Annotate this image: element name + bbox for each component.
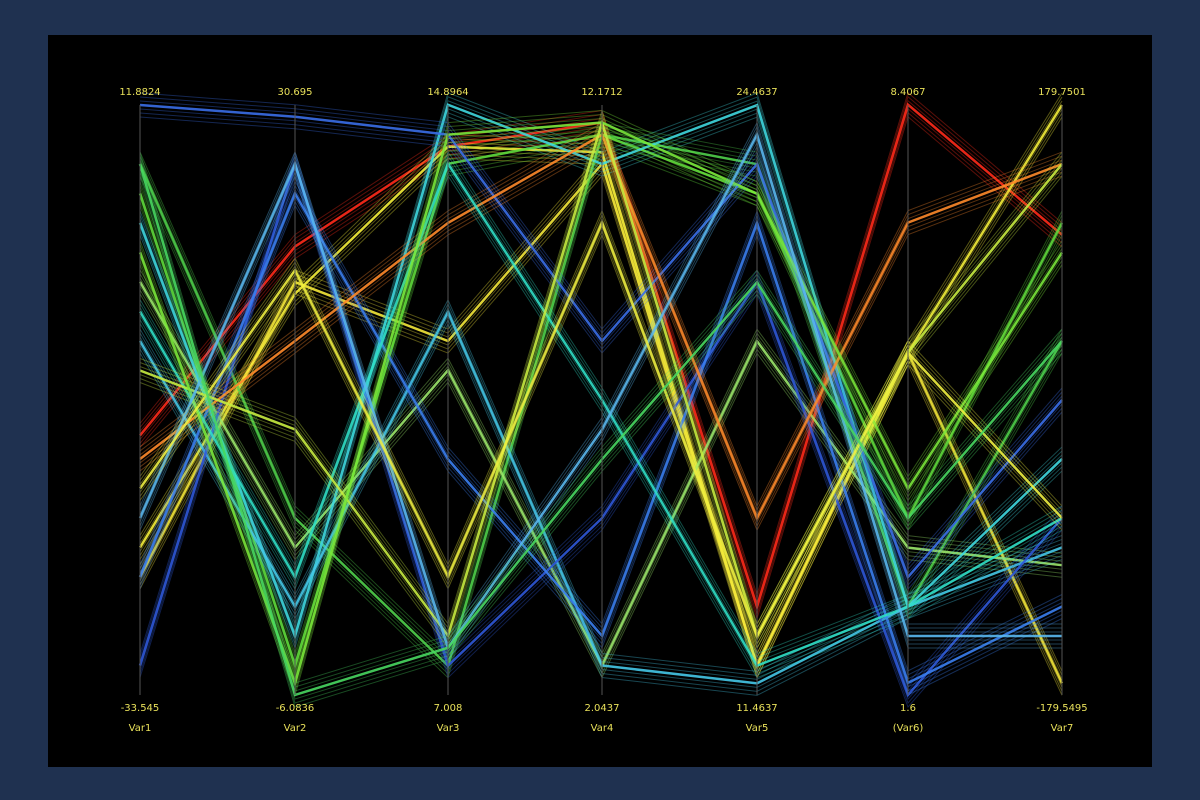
axis-min-label: -33.545 [121, 703, 160, 714]
axis-min-label: 1.6 [900, 703, 916, 714]
axis-name: Var5 [746, 723, 769, 734]
axis-max-label: 30.695 [278, 87, 313, 98]
axis-min-label: -6.0836 [276, 703, 315, 714]
axis-min-label: -179.5495 [1036, 703, 1087, 714]
axis-max-label: 14.8964 [427, 87, 468, 98]
axis-name: Var4 [591, 723, 614, 734]
axis-max-label: 24.4637 [736, 87, 777, 98]
axis-name: Var1 [129, 723, 152, 734]
axis-name: (Var6) [893, 723, 924, 734]
axis-min-label: 2.0437 [585, 703, 620, 714]
axis-max-label: 8.4067 [891, 87, 926, 98]
axis-name: Var3 [437, 723, 460, 734]
axis-max-label: 12.1712 [581, 87, 622, 98]
axis-name: Var7 [1051, 723, 1074, 734]
axis-min-label: 11.4637 [736, 703, 777, 714]
axis-max-label: 11.8824 [119, 87, 160, 98]
axis-max-label: 179.7501 [1038, 87, 1086, 98]
axis-min-label: 7.008 [434, 703, 463, 714]
axis-name: Var2 [284, 723, 307, 734]
